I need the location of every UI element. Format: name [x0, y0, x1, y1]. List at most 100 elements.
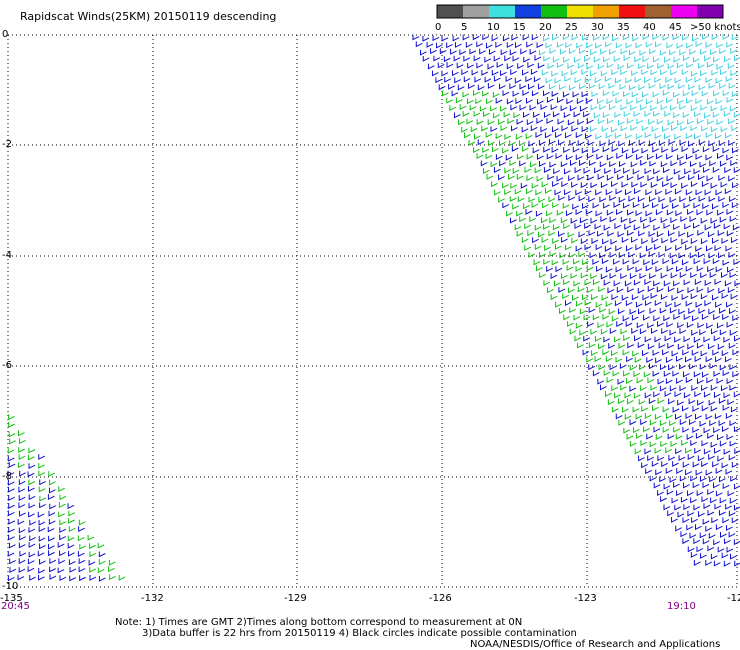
wind-barb [699, 363, 707, 370]
wind-barb [87, 534, 95, 541]
lon-tick-label: -126 [429, 593, 452, 604]
wind-barb [573, 258, 580, 265]
wind-barb [18, 495, 26, 501]
wind-barb [636, 118, 644, 125]
wind-barb [584, 300, 592, 306]
wind-barb [461, 69, 469, 76]
wind-barb [640, 160, 647, 166]
wind-barb [446, 97, 453, 104]
wind-barb [57, 542, 65, 548]
wind-barb [593, 279, 600, 286]
wind-barb [663, 371, 671, 377]
wind-barb [588, 307, 596, 313]
wind-barb [673, 224, 680, 231]
wind-barb [708, 399, 716, 406]
wind-barb [707, 545, 715, 552]
wind-barb [693, 223, 700, 229]
wind-barb [58, 486, 66, 493]
wind-barb [710, 328, 718, 335]
wind-barb [663, 504, 671, 511]
wind-barb [705, 469, 713, 476]
wind-barb [605, 41, 612, 48]
wind-barb [681, 238, 689, 245]
wind-barb [680, 531, 688, 538]
wind-barb [522, 34, 530, 41]
wind-barb [615, 245, 623, 252]
wind-barb [675, 525, 682, 532]
wind-barb [655, 434, 663, 440]
wind-barb [700, 293, 708, 300]
wind-barb [647, 286, 655, 292]
wind-barb [577, 62, 585, 69]
wind-barb [538, 139, 546, 146]
wind-barb [640, 104, 647, 111]
wind-barb [662, 406, 670, 413]
wind-barb [629, 441, 637, 447]
wind-barb [669, 476, 677, 483]
wind-barb [626, 245, 633, 252]
wind-barb [49, 503, 57, 510]
wind-barb [653, 111, 660, 117]
wind-barb [496, 62, 504, 68]
wind-barb [631, 91, 639, 98]
wind-barb [581, 147, 589, 154]
wind-barb [667, 342, 675, 349]
wind-barb [600, 70, 608, 77]
wind-barb [608, 83, 616, 89]
wind-barb [693, 336, 701, 343]
wind-barb [69, 566, 77, 573]
wind-barb [98, 551, 106, 558]
wind-barb [677, 399, 684, 406]
wind-barb [708, 308, 716, 315]
wind-barb [658, 251, 666, 258]
wind-barb [671, 517, 678, 523]
wind-barb [667, 286, 675, 293]
wind-barb [654, 336, 662, 343]
wind-barb [632, 406, 640, 413]
wind-barb [602, 112, 610, 119]
wind-barb [626, 356, 633, 363]
wind-barb [609, 273, 617, 279]
wind-barb [109, 574, 116, 581]
colorbar-label: 25 [565, 22, 578, 33]
wind-barb [555, 153, 563, 160]
wind-barb [638, 139, 646, 146]
wind-barb [568, 175, 575, 182]
wind-barb [631, 181, 639, 188]
wind-barb [663, 133, 671, 140]
wind-barb [590, 273, 598, 280]
wind-barb [725, 413, 733, 419]
wind-barb [630, 161, 638, 168]
wind-barb [549, 251, 557, 257]
wind-barb [669, 329, 677, 336]
wind-barb [519, 160, 526, 167]
wind-barb [476, 119, 484, 125]
wind-barb [621, 147, 629, 154]
wind-barb [575, 300, 583, 307]
wind-barb [78, 566, 86, 573]
wind-barb [729, 196, 736, 202]
wind-barb [586, 356, 594, 363]
wind-barb [580, 238, 588, 245]
wind-barb [684, 223, 691, 230]
wind-barb [586, 153, 594, 159]
wind-barb [690, 181, 698, 188]
wind-barb [437, 62, 445, 69]
wind-barb [698, 174, 705, 181]
wind-barb [614, 223, 622, 230]
wind-barb [548, 139, 556, 145]
wind-barb [558, 308, 566, 315]
wind-barb [656, 98, 664, 105]
wind-barb [676, 266, 683, 273]
wind-barb [700, 70, 707, 77]
wind-barb [721, 238, 729, 244]
wind-barb [695, 189, 703, 196]
wind-barb [637, 196, 645, 203]
wind-barb [643, 259, 651, 266]
wind-barb [635, 301, 643, 308]
wind-barb [641, 462, 648, 469]
wind-barb [8, 518, 16, 525]
wind-barb [39, 495, 47, 502]
wind-barb [565, 132, 572, 139]
wind-barb [609, 48, 616, 55]
